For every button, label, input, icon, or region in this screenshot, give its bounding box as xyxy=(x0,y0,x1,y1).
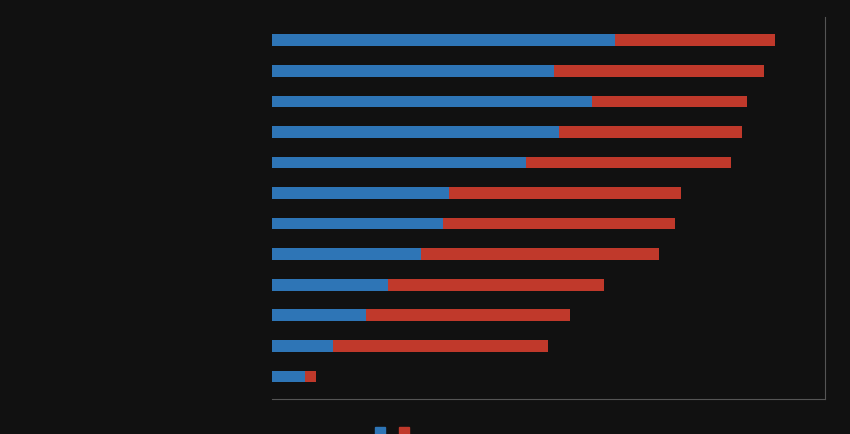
Bar xyxy=(449,187,681,199)
Bar xyxy=(272,371,305,382)
Bar xyxy=(272,187,449,199)
Bar xyxy=(388,279,604,290)
Bar xyxy=(554,65,764,77)
Bar xyxy=(272,279,388,290)
Bar xyxy=(366,309,570,321)
Bar xyxy=(272,126,559,138)
Bar xyxy=(272,157,526,168)
Bar xyxy=(615,34,774,46)
Bar xyxy=(272,65,554,77)
Bar xyxy=(559,126,741,138)
Bar xyxy=(272,34,615,46)
Bar xyxy=(272,95,592,107)
Legend: , : , xyxy=(370,421,417,434)
Bar xyxy=(526,157,730,168)
Bar xyxy=(272,340,332,352)
Bar xyxy=(272,218,444,230)
Bar xyxy=(332,340,548,352)
Bar xyxy=(305,371,316,382)
Bar xyxy=(422,248,659,260)
Bar xyxy=(444,218,675,230)
Bar xyxy=(592,95,747,107)
Bar xyxy=(272,248,422,260)
Bar xyxy=(272,309,366,321)
